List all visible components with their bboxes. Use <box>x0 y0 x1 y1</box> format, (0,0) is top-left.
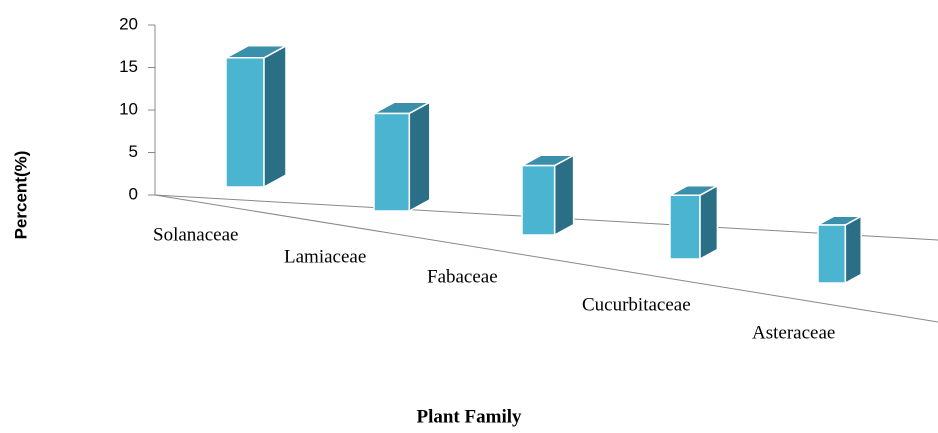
floor-front-edge <box>154 194 938 323</box>
bar-top <box>817 215 862 226</box>
bar-top <box>521 154 574 167</box>
x-tick-label: Asteraceae <box>752 322 835 343</box>
bar-side <box>553 153 575 237</box>
bar-front <box>373 112 411 212</box>
y-axis-title: Percent(%) <box>11 151 30 240</box>
y-tick-label: 0 <box>129 184 138 203</box>
y-tick-label: 5 <box>129 142 138 161</box>
bar-front <box>817 224 847 284</box>
bar-front <box>669 194 701 260</box>
bar <box>669 184 719 261</box>
y-tick-label: 15 <box>119 57 138 76</box>
x-tick-label: Fabaceae <box>427 266 498 287</box>
bar <box>521 153 575 237</box>
bar-front <box>521 164 556 236</box>
bar <box>817 214 862 285</box>
y-tick-label: 10 <box>119 99 138 118</box>
bar-side <box>263 44 287 189</box>
x-tick-label: Solanaceae <box>153 224 238 245</box>
y-tick-label: 20 <box>119 14 138 33</box>
x-axis-title: Plant Family <box>416 406 522 427</box>
x-tick-label: Lamiaceae <box>284 246 366 267</box>
bar-side <box>699 184 719 261</box>
bar <box>373 100 431 213</box>
bar-side <box>408 100 431 213</box>
bar-top <box>225 45 287 59</box>
bar-top <box>669 184 718 196</box>
bar <box>225 44 287 189</box>
bar-top <box>373 101 431 115</box>
bar-side <box>844 214 862 285</box>
bar-front <box>225 57 265 188</box>
x-tick-label: Cucurbitaceae <box>582 294 691 315</box>
